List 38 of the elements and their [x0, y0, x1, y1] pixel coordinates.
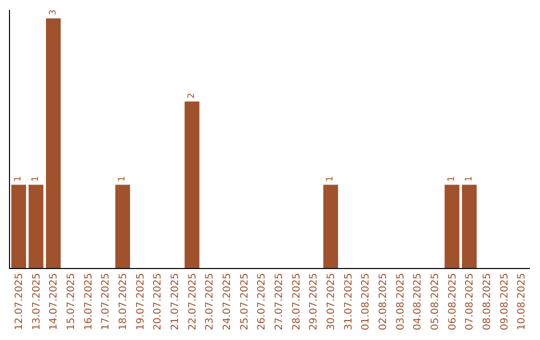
data-label: 2 [187, 92, 197, 99]
x-tick-label: 09.08.2025 [499, 273, 510, 330]
x-tick-label: 12.07.2025 [14, 273, 25, 330]
x-tick-label: 18.07.2025 [118, 273, 129, 330]
x-tick-label: 15.07.2025 [66, 273, 77, 330]
x-tick-label: 27.07.2025 [274, 273, 285, 330]
x-tick-label: 22.07.2025 [187, 273, 198, 330]
data-label: 1 [447, 176, 457, 182]
x-tick-label: 06.08.2025 [447, 273, 458, 330]
x-tick-label: 02.08.2025 [378, 273, 389, 330]
x-tick-label: 16.07.2025 [83, 273, 94, 330]
x-tick-label: 13.07.2025 [31, 273, 42, 330]
x-tick-label: 24.07.2025 [222, 273, 233, 330]
x-tick-label: 03.08.2025 [395, 273, 406, 330]
x-tick-label: 28.07.2025 [291, 273, 302, 330]
x-tick-label: 01.08.2025 [360, 273, 372, 330]
x-tick-label: 20.07.2025 [152, 273, 164, 330]
x-tick-label: 21.07.2025 [170, 273, 181, 330]
data-label: 1 [326, 176, 336, 182]
x-tick-label: 19.07.2025 [135, 273, 146, 330]
x-tick-label: 17.07.2025 [100, 273, 112, 330]
x-tick-label: 29.07.2025 [308, 273, 320, 330]
data-label: 1 [14, 176, 24, 182]
x-tick-label: 05.08.2025 [430, 273, 441, 330]
x-tick-label: 07.08.2025 [464, 273, 476, 330]
data-label: 3 [48, 10, 58, 16]
data-label: 1 [118, 176, 128, 182]
x-tick-label: 14.07.2025 [48, 273, 60, 330]
x-tick-label: 26.07.2025 [256, 273, 268, 330]
x-tick-label: 31.07.2025 [343, 273, 354, 330]
x-tick-label: 08.08.2025 [482, 273, 493, 330]
data-label: 1 [31, 176, 41, 182]
x-tick-label: 04.08.2025 [412, 273, 424, 330]
x-tick-label: 30.07.2025 [326, 273, 337, 330]
x-tick-label: 23.07.2025 [204, 273, 216, 330]
x-tick-label: 10.08.2025 [516, 273, 528, 330]
data-label: 1 [464, 176, 474, 182]
x-tick-label: 25.07.2025 [239, 273, 250, 330]
